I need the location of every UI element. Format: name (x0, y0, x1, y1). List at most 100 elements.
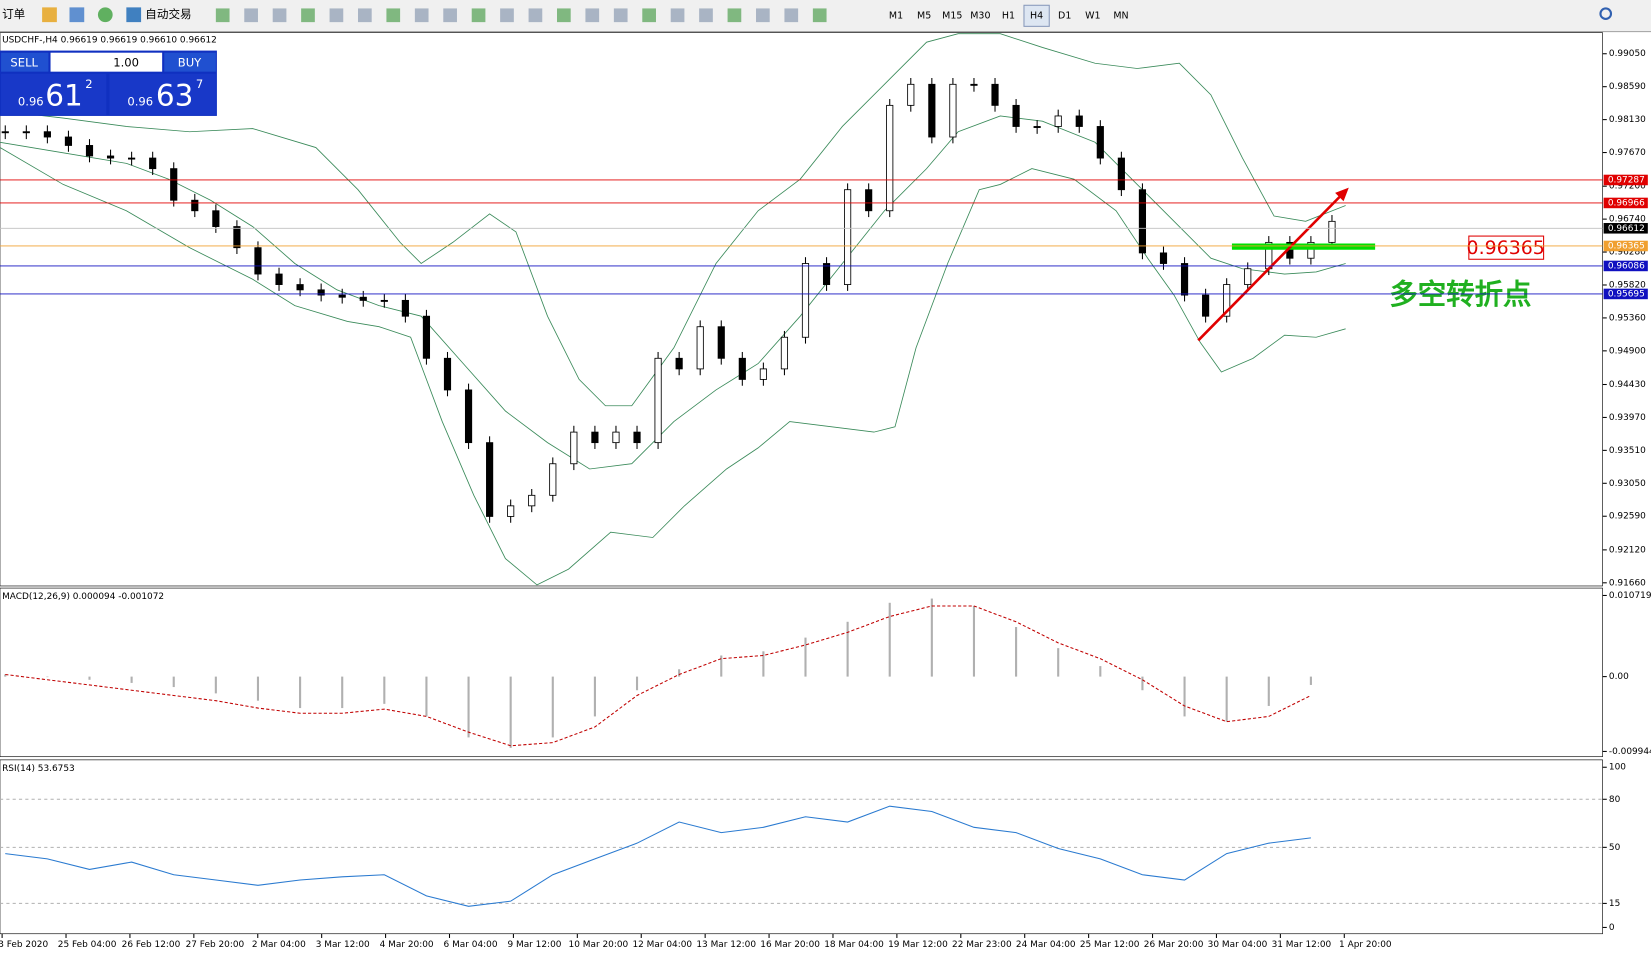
search-icon[interactable] (1599, 7, 1613, 21)
macd-tick-label: 0.00 (1609, 672, 1629, 682)
macd-bar (888, 602, 891, 677)
time-label: 9 Mar 12:00 (507, 940, 561, 950)
candle (1117, 157, 1125, 191)
tool-icon[interactable] (727, 8, 742, 23)
timeframe-button[interactable]: H4 (1030, 10, 1043, 21)
candle (675, 357, 683, 370)
macd-bar (88, 676, 91, 680)
time-label: 6 Mar 04:00 (444, 940, 498, 950)
trend-arrow (1197, 191, 1345, 342)
arrow-head (1335, 187, 1349, 202)
tool-icon[interactable] (414, 8, 429, 23)
time-label: 24 Mar 04:00 (1016, 940, 1076, 950)
sell-label[interactable]: SELL (10, 56, 38, 70)
tool-icon[interactable] (301, 8, 315, 23)
time-label: 31 Mar 12:00 (1272, 940, 1332, 950)
tool-icon[interactable] (500, 8, 514, 23)
time-label: 25 Feb 04:00 (58, 940, 117, 950)
candle (422, 315, 431, 359)
timeframe-button[interactable]: M15 (942, 10, 962, 21)
price-tick-label: 0.97670 (1609, 148, 1646, 158)
time-label: 18 Mar 04:00 (824, 940, 884, 950)
tool-icon[interactable] (329, 8, 344, 23)
timeframe-active[interactable] (1023, 4, 1050, 27)
macd-bar (551, 676, 554, 738)
candle (464, 389, 473, 444)
new-order-button[interactable]: 订单 (2, 7, 25, 21)
macd-bar (256, 676, 260, 701)
annotation-price: 0.96365 (1467, 237, 1545, 259)
macd-bar (1057, 648, 1060, 677)
price-tick-label: 0.93970 (1609, 413, 1646, 423)
candle (949, 83, 957, 138)
candle (1202, 294, 1210, 317)
ask-box[interactable] (109, 73, 216, 115)
candle (717, 326, 725, 359)
tool-icon[interactable] (528, 8, 543, 23)
candles (1, 77, 1336, 523)
level-tag (1603, 288, 1648, 300)
macd-bar (425, 676, 428, 717)
timeframe-button[interactable]: M5 (917, 10, 931, 21)
candle (254, 247, 262, 275)
macd-tick-label: -0.009944 (1609, 747, 1651, 757)
level-tag (1603, 223, 1648, 234)
tool-icon[interactable] (784, 8, 799, 23)
macd-bar (804, 637, 807, 677)
macd-bar (846, 621, 849, 677)
tool-icon[interactable] (272, 8, 287, 23)
tool-icon[interactable] (699, 8, 713, 23)
bid-small: 2 (85, 77, 92, 91)
tool-icon[interactable] (670, 8, 685, 23)
sell-button[interactable] (1, 52, 49, 72)
tool-icon[interactable] (443, 8, 457, 23)
candle (1138, 189, 1147, 254)
time-label: 12 Mar 04:00 (632, 940, 692, 950)
tool-icon[interactable] (557, 8, 571, 23)
macd-bar (341, 676, 344, 709)
lot-value[interactable]: 1.00 (113, 56, 139, 70)
icon[interactable] (126, 7, 142, 23)
icon[interactable] (97, 7, 113, 23)
price-panel (0, 32, 1603, 587)
bid-box[interactable] (1, 73, 107, 115)
candle (570, 431, 578, 465)
macd-bar (972, 605, 976, 677)
macd-signal (5, 605, 1312, 747)
bid-prefix: 0.96 (18, 95, 44, 109)
time-label: 4 Mar 20:00 (380, 940, 434, 950)
timeframe-button[interactable]: M30 (970, 10, 990, 21)
candle (1054, 115, 1062, 127)
tool-icon[interactable] (471, 8, 486, 23)
candle (380, 299, 388, 302)
timeframe-button[interactable]: W1 (1085, 10, 1100, 21)
tool-icon[interactable] (613, 8, 628, 23)
tool-icon[interactable] (585, 8, 600, 23)
tool-icon[interactable] (357, 8, 372, 23)
level-tag (1603, 197, 1648, 209)
timeframe-button[interactable]: MN (1113, 10, 1128, 21)
lot-input[interactable] (50, 52, 163, 72)
tool-icon[interactable] (386, 8, 401, 23)
tool-icon[interactable] (244, 8, 258, 23)
icon[interactable] (42, 7, 57, 23)
auto-trading-button[interactable]: 自动交易 (145, 7, 191, 21)
timeframe-button[interactable]: H1 (1002, 10, 1015, 21)
tool-icon[interactable] (642, 8, 656, 23)
macd-bar (1183, 676, 1186, 717)
tool-icon[interactable] (215, 8, 230, 23)
price-tick-label: 0.94900 (1609, 346, 1646, 356)
timeframe-button[interactable]: M1 (889, 10, 903, 21)
tool-icon[interactable] (812, 8, 827, 23)
buy-label[interactable]: BUY (178, 56, 202, 70)
icon[interactable] (69, 7, 85, 23)
timeframe-button[interactable]: D1 (1058, 10, 1071, 21)
candle (970, 83, 978, 86)
ask-prefix: 0.96 (127, 95, 153, 109)
buy-button[interactable] (164, 52, 216, 72)
time-label: 3 Feb 2020 (0, 940, 48, 950)
tool-icon[interactable] (756, 8, 770, 23)
macd-bar (720, 655, 723, 677)
bollinger-middle (0, 115, 1346, 470)
